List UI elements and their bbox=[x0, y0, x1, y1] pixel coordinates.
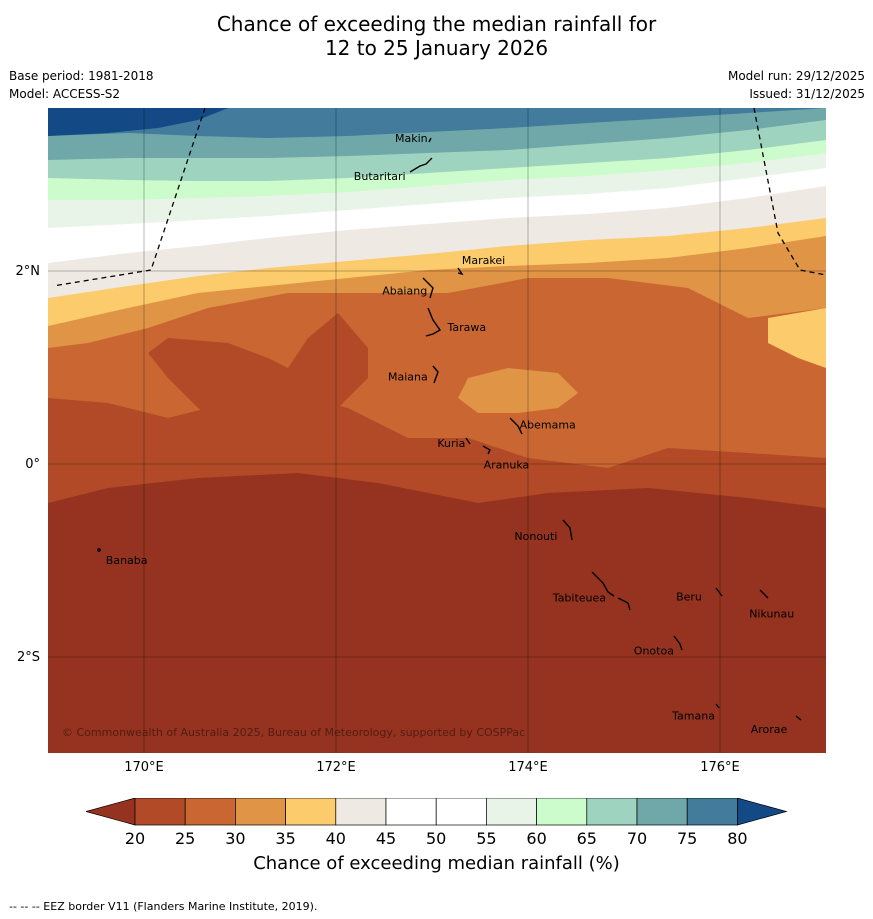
colorbar-tick-label: 75 bbox=[677, 829, 698, 848]
lon-label-174e: 174°E bbox=[508, 760, 548, 775]
islands bbox=[97, 137, 802, 721]
meta-left: Base period: 1981-2018 Model: ACCESS-S2 bbox=[9, 67, 154, 103]
colorbar-arrow-high bbox=[737, 798, 788, 826]
colorbar-tick-label: 35 bbox=[275, 829, 296, 848]
place-label-marakei: Marakei bbox=[462, 254, 505, 267]
colorbar-cell bbox=[134, 798, 186, 826]
colorbar bbox=[86, 798, 788, 826]
place-label-kuria: Kuria bbox=[437, 437, 465, 450]
colorbar-title: Chance of exceeding median rainfall (%) bbox=[253, 853, 620, 874]
map-title: Chance of exceeding the median rainfall … bbox=[0, 12, 873, 60]
lat-label-2n: 2°N bbox=[15, 264, 41, 279]
footer-note: -- -- -- EEZ border V11 (Flanders Marine… bbox=[9, 900, 318, 913]
issued-date: Issued: 31/12/2025 bbox=[749, 87, 865, 101]
place-label-makin: Makin bbox=[395, 132, 428, 145]
model-name: Model: ACCESS-S2 bbox=[9, 87, 121, 101]
colorbar-tick-label: 70 bbox=[626, 829, 648, 848]
colorbar-tick-label: 65 bbox=[576, 829, 597, 848]
base-period: Base period: 1981-2018 bbox=[9, 69, 154, 83]
forecast-map: Makin Butaritari Marakei Abaiang Tarawa Maian… bbox=[48, 108, 826, 753]
colorbar-cell bbox=[486, 798, 537, 826]
colorbar-cell bbox=[335, 798, 387, 826]
band-80-plus bbox=[48, 108, 228, 136]
colorbar-tick-label: 60 bbox=[526, 829, 547, 848]
map-canvas: Makin Butaritari Marakei Abaiang Tarawa Maian… bbox=[48, 108, 826, 753]
colorbar-cell bbox=[285, 798, 337, 826]
place-label-onotoa: Onotoa bbox=[634, 645, 674, 658]
colorbar-tick-label: 30 bbox=[225, 829, 246, 848]
model-run: Model run: 29/12/2025 bbox=[727, 69, 865, 83]
colorbar-cell bbox=[686, 798, 738, 826]
lon-label-170e: 170°E bbox=[124, 760, 164, 775]
copyright-text: © Commonwealth of Australia 2025, Bureau… bbox=[62, 726, 525, 739]
colorbar-cell bbox=[435, 798, 487, 826]
place-label-maiana: Maiana bbox=[388, 370, 428, 383]
colorbar-tick-label: 50 bbox=[426, 829, 447, 848]
colorbar-cell bbox=[184, 798, 236, 826]
title-line-2: 12 to 25 January 2026 bbox=[324, 36, 549, 60]
place-label-nikunau: Nikunau bbox=[749, 607, 794, 620]
lat-label-2s: 2°S bbox=[16, 650, 40, 665]
lon-label-176e: 176°E bbox=[700, 760, 740, 775]
colorbar-cell bbox=[536, 798, 588, 826]
place-label-banaba: Banaba bbox=[106, 554, 148, 567]
place-label-tabiteuea: Tabiteuea bbox=[552, 592, 606, 605]
lat-label-0: 0° bbox=[25, 457, 40, 472]
place-label-arorae: Arorae bbox=[751, 723, 788, 736]
place-label-butaritari: Butaritari bbox=[354, 170, 406, 183]
meta-right: Model run: 29/12/2025 Issued: 31/12/2025 bbox=[728, 67, 865, 103]
place-label-aranuka: Aranuka bbox=[484, 459, 530, 472]
colorbar-tick-label: 45 bbox=[375, 829, 397, 848]
place-label-abemama: Abemama bbox=[520, 419, 576, 432]
place-label-abaiang: Abaiang bbox=[382, 285, 427, 298]
colorbar-tick-label: 40 bbox=[325, 829, 346, 848]
place-label-nonouti: Nonouti bbox=[514, 530, 557, 543]
band-35-40-pocket bbox=[458, 368, 578, 413]
colorbar-tick-label: 55 bbox=[476, 829, 497, 848]
place-labels: Makin Butaritari Marakei Abaiang Tarawa Maian… bbox=[106, 132, 794, 736]
title-line-1: Chance of exceeding the median rainfall … bbox=[216, 12, 657, 36]
lon-label-172e: 172°E bbox=[316, 760, 356, 775]
colorbar-cell bbox=[385, 798, 437, 826]
place-label-tamana: Tamana bbox=[671, 709, 715, 722]
place-label-tarawa: Tarawa bbox=[447, 321, 487, 334]
colorbar-cell bbox=[235, 798, 286, 826]
colorbar-tick-label: 20 bbox=[124, 829, 146, 848]
colorbar-cell bbox=[636, 798, 688, 826]
eez-border bbox=[52, 108, 826, 287]
colorbar-tick-label: 80 bbox=[727, 829, 748, 848]
colorbar-cell bbox=[586, 798, 638, 826]
band-25-30-inner bbox=[148, 313, 368, 453]
graticule bbox=[48, 108, 826, 753]
band-75-80 bbox=[48, 108, 826, 138]
colorbar-tick-label: 25 bbox=[175, 829, 196, 848]
band-small bbox=[48, 483, 63, 503]
colorbar-arrow-low bbox=[86, 798, 136, 826]
band-40-45-pocket bbox=[768, 308, 826, 368]
place-label-beru: Beru bbox=[676, 590, 702, 603]
